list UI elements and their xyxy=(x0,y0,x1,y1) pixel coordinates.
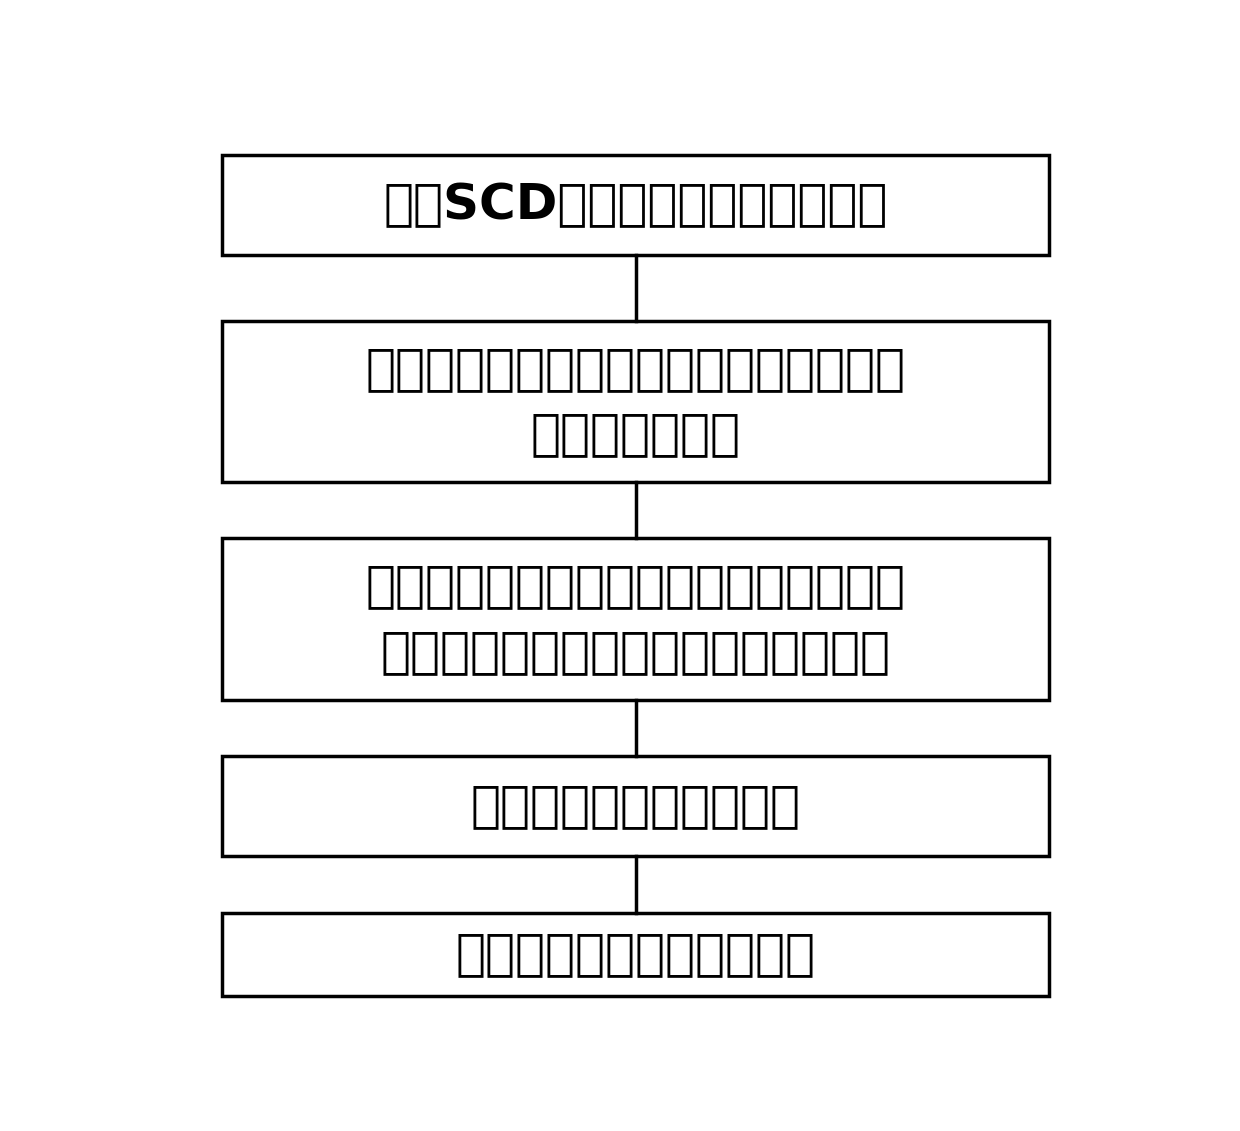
Text: 遍历输入虚端子列表，得到开入节点与虚: 遍历输入虚端子列表，得到开入节点与虚 xyxy=(366,345,905,392)
Text: 解析SCD文件得到输入虚端子列表: 解析SCD文件得到输入虚端子列表 xyxy=(383,181,888,230)
Text: 端子的映射关系: 端子的映射关系 xyxy=(531,411,740,458)
Text: 显示映射关系以及测试结果: 显示映射关系以及测试结果 xyxy=(455,931,816,978)
Text: 与测试设备进行连接并设置测试延时值: 与测试设备进行连接并设置测试延时值 xyxy=(381,628,890,675)
Text: 选择被测智能终端设备，将被测开入节点: 选择被测智能终端设备，将被测开入节点 xyxy=(366,562,905,611)
Bar xyxy=(222,155,1049,256)
Bar xyxy=(222,321,1049,482)
Text: 对开入节点进行延时测试: 对开入节点进行延时测试 xyxy=(470,783,801,830)
Bar xyxy=(222,538,1049,700)
Bar xyxy=(222,757,1049,856)
Bar xyxy=(222,913,1049,995)
